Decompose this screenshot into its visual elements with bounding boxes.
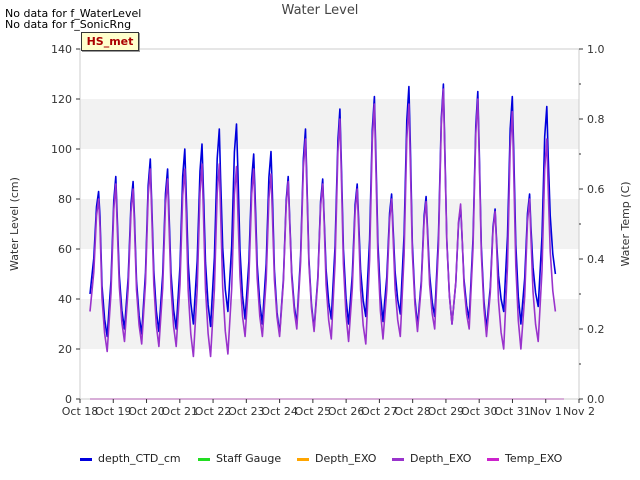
y-tick-label: 60 [58,243,72,256]
legend-swatch-temp-exo [487,457,499,461]
x-tick-label: Oct 21 [162,405,199,418]
legend-item-depth-exo-purple: Depth_EXO [392,452,471,465]
y2-tick-label: 1.0 [587,43,605,56]
y2-tick-label: 0.2 [587,323,605,336]
legend-label-temp-exo: Temp_EXO [505,452,563,465]
legend-swatch-staff-gauge [198,457,210,461]
x-tick-label: Oct 27 [361,405,398,418]
y-tick-label: 80 [58,193,72,206]
site-badge: HS_met [81,32,139,51]
y-tick-label: 40 [58,293,72,306]
legend-swatch-depth-exo-purple [392,457,404,461]
y2-tick-label: 0.0 [587,393,605,406]
y2-tick-label: 0.6 [587,183,605,196]
y-tick-label: 100 [51,143,72,156]
x-tick-label: Nov 1 [530,405,562,418]
chart-title: Water Level [281,3,359,18]
left-axis-ticks: 0 20 40 60 80 100 120 140 [51,43,80,406]
legend-item-temp-exo: Temp_EXO [487,452,562,465]
legend-label-staff-gauge: Staff Gauge [216,452,282,465]
y2-tick-label: 0.8 [587,113,605,126]
x-tick-label: Oct 24 [261,405,298,418]
no-data-notice-waterlevel: No data for f_WaterLevel [5,7,142,20]
x-tick-label: Oct 20 [128,405,165,418]
legend-swatch-depth-exo-orange [297,457,309,461]
x-tick-label: Oct 31 [494,405,531,418]
x-tick-label: Nov 2 [563,405,595,418]
legend-item-depth-exo-orange: Depth_EXO [297,452,376,465]
x-tick-label: Oct 25 [295,405,332,418]
y2-tick-label: 0.4 [587,253,605,266]
y-tick-label: 120 [51,93,72,106]
x-tick-label: Oct 30 [461,405,498,418]
x-tick-label: Oct 22 [195,405,232,418]
x-tick-label: Oct 23 [228,405,265,418]
y-axis-label: Water Level (cm) [8,177,21,271]
x-tick-label: Oct 28 [394,405,431,418]
series-line-3 [89,88,557,358]
x-tick-label: Oct 29 [428,405,465,418]
y-tick-label: 140 [51,43,72,56]
legend-item-staff-gauge: Staff Gauge [198,452,281,465]
legend-item-depth-ctd: depth_CTD_cm [80,452,181,465]
legend-label-depth-exo-purple: Depth_EXO [410,452,472,465]
legend-swatch-depth-ctd [80,457,92,461]
grid-bands [80,99,579,349]
y-tick-label: 20 [58,343,72,356]
y-tick-label: 0 [65,393,72,406]
legend-label-depth-exo-orange: Depth_EXO [315,452,377,465]
x-tick-label: Oct 26 [328,405,365,418]
legend: depth_CTD_cm Staff Gauge Depth_EXO Depth… [0,452,640,470]
grid-band [80,99,579,149]
right-axis-ticks: 0.0 0.2 0.4 0.6 0.8 1.0 [579,43,605,406]
y2-axis-label: Water Temp (C) [619,181,632,266]
x-tick-label: Oct 18 [62,405,99,418]
legend-label-depth-ctd: depth_CTD_cm [98,452,181,465]
no-data-notice-sonicrng: No data for f_SonicRng [5,18,132,31]
x-tick-label: Oct 19 [95,405,132,418]
grid-band [80,199,579,249]
